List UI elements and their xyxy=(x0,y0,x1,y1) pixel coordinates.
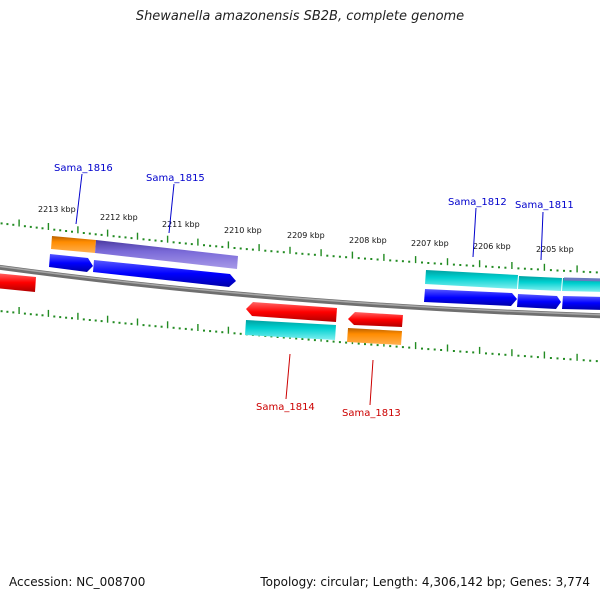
scale-label: 2208 kbp xyxy=(349,236,387,245)
gene-red-left[interactable] xyxy=(0,273,36,292)
gene-cyan-right[interactable] xyxy=(562,278,600,292)
gene-blue-sama-1816[interactable] xyxy=(49,254,93,272)
gene-label-sama-1811: Sama_1811 xyxy=(515,200,574,211)
scale-label: 2206 kbp xyxy=(473,242,511,251)
scale-label: 2212 kbp xyxy=(100,213,138,222)
gene-blue-right[interactable] xyxy=(562,296,600,310)
scale-label: 2209 kbp xyxy=(287,231,325,240)
gene-label-sama-1816: Sama_1816 xyxy=(54,163,113,174)
gene-orange-left[interactable] xyxy=(51,236,96,253)
gene-orange-sama-1813[interactable] xyxy=(347,328,402,345)
gene-blue-sama-1815[interactable] xyxy=(93,260,236,287)
scale-label: 2207 kbp xyxy=(411,239,449,248)
gene-label-sama-1814: Sama_1814 xyxy=(256,402,315,413)
map-title: Shewanella amazonensis SB2B, complete ge… xyxy=(135,9,465,24)
gene-label-sama-1815: Sama_1815 xyxy=(146,173,205,184)
scale-label: 2205 kbp xyxy=(536,245,574,254)
gene-purple-sama-1815[interactable] xyxy=(95,240,238,269)
gene-cyan-sama-1814[interactable] xyxy=(245,320,336,340)
scale-label: 2210 kbp xyxy=(224,226,262,235)
gene-blue-sama-1811[interactable] xyxy=(517,294,561,309)
gene-label-sama-1812: Sama_1812 xyxy=(448,197,507,208)
gene-label-sama-1813: Sama_1813 xyxy=(342,408,401,419)
gene-red-sama-1814[interactable] xyxy=(246,302,337,322)
genome-summary: Topology: circular; Length: 4,306,142 bp… xyxy=(260,575,590,589)
upper-tick-track xyxy=(0,219,598,274)
gene-cyan-sama-1812[interactable] xyxy=(425,270,518,289)
accession-label: Accession: NC_008700 xyxy=(9,575,146,589)
scale-label: 2213 kbp xyxy=(38,205,76,214)
scale-label: 2211 kbp xyxy=(162,220,200,229)
genome-backbone xyxy=(0,264,600,319)
gene-cyan-sama-1811[interactable] xyxy=(518,276,562,291)
gene-red-sama-1813[interactable] xyxy=(348,312,403,327)
gene-blue-sama-1812[interactable] xyxy=(424,289,517,306)
